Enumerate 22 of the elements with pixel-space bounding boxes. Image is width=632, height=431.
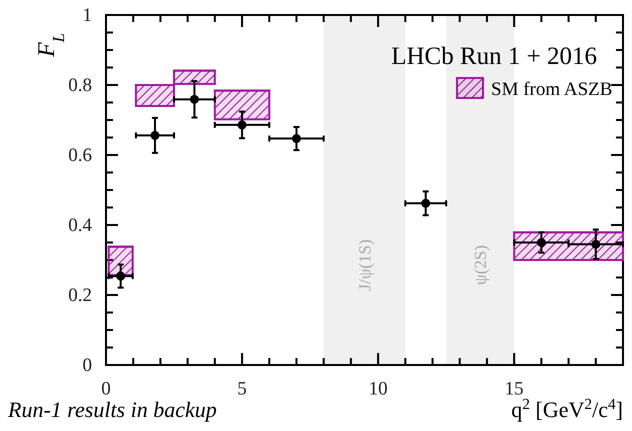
x-tick-label: 5 bbox=[237, 378, 247, 400]
point bbox=[292, 134, 301, 144]
y-tick-label: 0.4 bbox=[68, 215, 92, 236]
y-tick-label: 0.6 bbox=[68, 145, 92, 166]
point bbox=[536, 238, 546, 247]
y-tick-label: 0 bbox=[82, 355, 92, 376]
point bbox=[190, 94, 199, 104]
x-tick-label: 10 bbox=[368, 378, 388, 400]
point bbox=[116, 272, 126, 281]
annotation: LHCb Run 1 + 2016 bbox=[391, 43, 597, 70]
text: Run-1 results in backup bbox=[7, 397, 217, 422]
y-tick-label: 0.8 bbox=[68, 75, 92, 96]
y-tick-label: 0.2 bbox=[68, 285, 92, 306]
band-label: J/ψ(1S) bbox=[356, 239, 374, 291]
x-tick-label: 0 bbox=[101, 378, 111, 400]
point bbox=[591, 240, 600, 249]
band-label: ψ(2S) bbox=[471, 245, 490, 285]
legend-label: SM from ASZB bbox=[491, 79, 612, 100]
point bbox=[238, 120, 247, 130]
point bbox=[150, 130, 160, 140]
y-tick-label: 1 bbox=[82, 5, 92, 26]
point bbox=[421, 198, 430, 208]
